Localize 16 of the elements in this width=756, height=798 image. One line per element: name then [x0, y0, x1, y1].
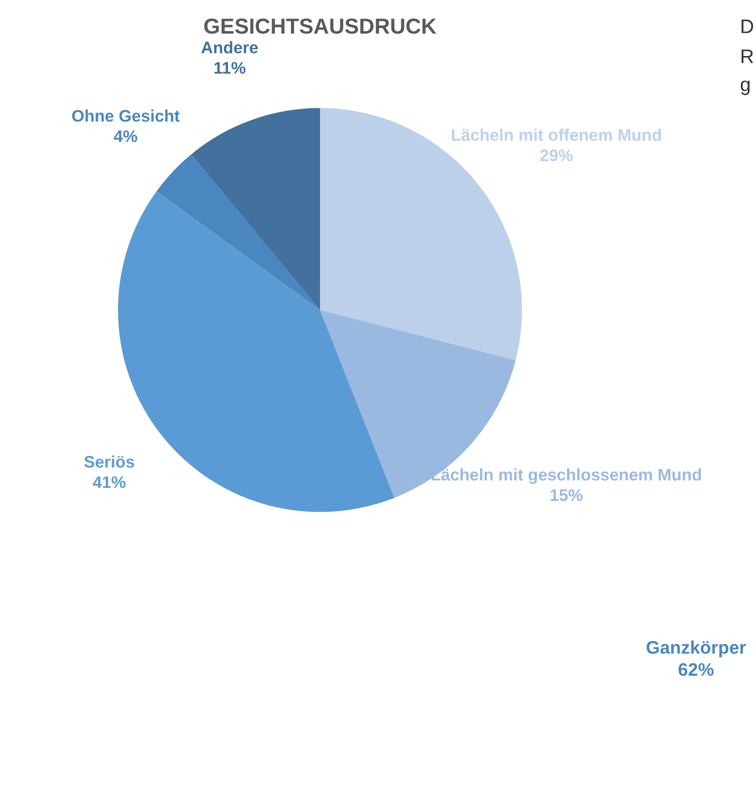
pie-slice — [156, 154, 320, 310]
slice-label: Andere — [201, 41, 258, 54]
data-label: 29% — [540, 149, 573, 162]
text: D — [742, 20, 754, 34]
text: g — [740, 80, 750, 96]
data-label: 4% — [114, 130, 138, 142]
slice-label: Ohne Gesicht — [72, 110, 180, 122]
data-label: 15% — [550, 489, 583, 502]
text: Ganzkörper 62% — [646, 640, 746, 676]
slice-label: Seriös — [84, 455, 134, 468]
data-label: 41% — [92, 476, 126, 488]
text: R — [742, 50, 754, 64]
data-label: 11% — [214, 62, 246, 74]
slice-label: Lächeln mit offenem Mund — [452, 128, 661, 141]
chart-title: GESICHTSAUSDRUCK — [204, 18, 436, 34]
pie-slice — [191, 108, 320, 310]
